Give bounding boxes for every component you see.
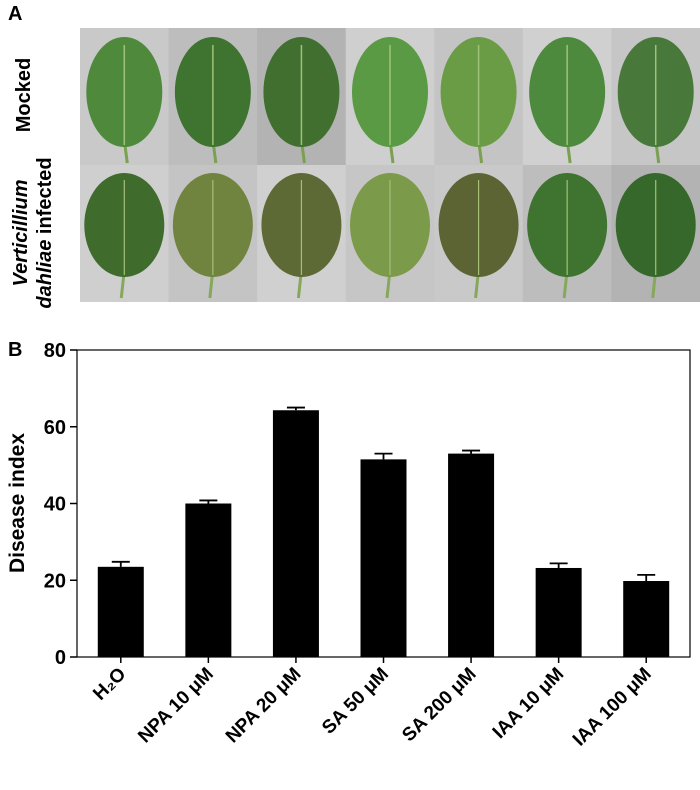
x-tick-label: H₂O (89, 664, 130, 705)
error-bar (199, 499, 218, 504)
x-tick-label: NPA 10 μM (134, 664, 218, 748)
error-bar (374, 452, 393, 460)
error-bar (111, 560, 130, 567)
y-tick-label: 0 (55, 647, 66, 669)
error-bar (462, 449, 481, 454)
leaf-photos (80, 28, 700, 302)
row-label-part: dahliae (34, 240, 56, 309)
row-label: dahliae infected (34, 157, 56, 308)
row-label: Mocked (13, 58, 35, 132)
y-tick-label: 60 (44, 417, 66, 439)
panel-label: B (8, 339, 22, 361)
error-bar (637, 573, 656, 582)
y-tick-label: 40 (44, 494, 66, 516)
x-tick-label: IAA 10 μM (489, 664, 568, 743)
x-tick-label: SA 200 μM (398, 664, 480, 746)
bar (623, 581, 670, 657)
bar (360, 459, 407, 657)
panel-label: A (8, 3, 22, 25)
x-tick-label: SA 50 μM (318, 664, 393, 739)
bar (272, 410, 319, 657)
y-axis-label: Disease index (6, 433, 29, 573)
bar (448, 453, 495, 657)
error-bar (549, 562, 568, 568)
y-tick-label: 20 (44, 570, 66, 592)
y-tick-label: 80 (44, 340, 66, 362)
bar (535, 567, 582, 657)
x-tick-label: NPA 20 μM (222, 664, 306, 748)
error-bar (286, 406, 305, 411)
bar (97, 566, 144, 657)
row-label: Verticillium (10, 179, 32, 286)
x-tick-label: IAA 100 μM (569, 664, 656, 751)
row-label-part: infected (34, 157, 56, 234)
bar (185, 503, 232, 657)
